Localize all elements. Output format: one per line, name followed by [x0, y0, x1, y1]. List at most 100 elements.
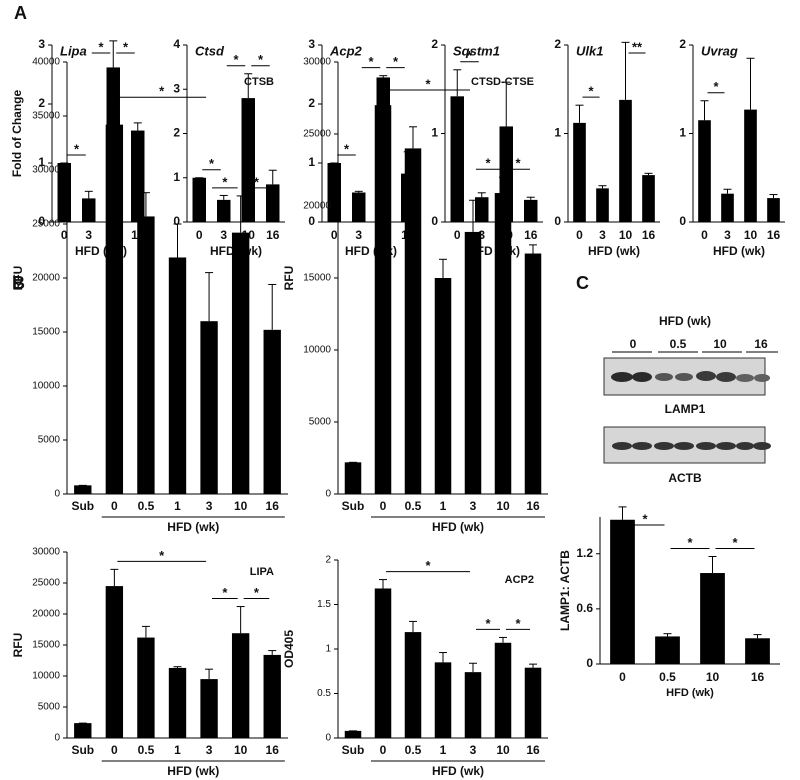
error-bar [469, 199, 477, 232]
error-bar [268, 169, 277, 185]
bar [698, 120, 711, 222]
x-tick-label: 0 [331, 228, 338, 242]
significance-label: * [588, 84, 594, 99]
significance-label: * [687, 535, 693, 550]
y-axis-label: RFU [11, 633, 25, 658]
significance-label: * [368, 54, 374, 69]
blot-group: 0.5 [670, 337, 687, 351]
bar [450, 96, 464, 222]
bar [168, 257, 187, 494]
error-bar [621, 41, 630, 100]
error-bar [268, 283, 277, 330]
y-tick-label: 1 [308, 155, 315, 169]
significance-label: * [222, 585, 228, 600]
bar [241, 98, 255, 222]
y-tick-label: 1.5 [317, 599, 331, 610]
y-tick-label: 2 [554, 37, 561, 51]
y-tick-label: 0 [554, 214, 561, 228]
error-bar [769, 194, 778, 199]
y-tick-label: 10000 [32, 381, 60, 392]
x-tick-label: 16 [526, 743, 540, 757]
y-tick-label: 30000 [32, 547, 60, 558]
bar [344, 730, 362, 738]
bar [131, 130, 145, 222]
error-bar [618, 506, 627, 520]
bar [404, 148, 422, 494]
x-tick-label: 10 [496, 743, 510, 757]
y-tick-label: 2 [431, 37, 438, 51]
bar [137, 637, 155, 738]
y-tick-label: 3 [173, 81, 180, 95]
bar [263, 329, 281, 494]
error-bar [244, 73, 253, 99]
x-tick-label: Sub [342, 499, 365, 513]
y-axis-label: RFU [282, 266, 296, 291]
bar [745, 638, 770, 664]
bar [464, 231, 482, 495]
bar [610, 519, 635, 664]
error-bar [141, 192, 150, 217]
bar [74, 723, 92, 738]
bar [263, 654, 281, 738]
error-bar [529, 663, 537, 668]
bar [744, 109, 757, 222]
x-tick-label: 0.5 [659, 670, 676, 684]
significance-label: * [467, 48, 473, 63]
x-tick-label: 0 [380, 743, 387, 757]
y-tick-label: 0 [54, 733, 60, 744]
chart-title: Lipa [60, 43, 87, 58]
x-tick-label: Sub [71, 499, 94, 513]
bar [327, 163, 341, 222]
y-tick-label: 0 [325, 733, 331, 744]
error-bar [700, 100, 709, 121]
bar [700, 573, 725, 664]
blot-title: HFD (wk) [659, 314, 711, 328]
y-tick-label: 1 [38, 155, 45, 169]
error-bar [746, 57, 755, 110]
bar [494, 642, 512, 738]
error-bar [173, 223, 182, 258]
significance-label: * [159, 84, 165, 99]
error-bar [708, 556, 717, 574]
y-tick-label: 5000 [38, 702, 61, 713]
y-tick-label: 25000 [303, 129, 331, 140]
bar [524, 199, 538, 222]
blot-group: 0 [630, 337, 637, 351]
x-tick-label: 0.5 [138, 743, 155, 757]
chart-title: Ulk1 [576, 43, 603, 58]
significance-label: * [713, 79, 719, 94]
significance-label: * [233, 52, 239, 67]
error-bar [409, 620, 417, 633]
error-bar [110, 568, 119, 587]
error-bar [469, 662, 477, 673]
bar [596, 188, 609, 222]
y-tick-label: 2 [38, 96, 45, 110]
y-tick-label: 2 [679, 37, 686, 51]
error-bar [379, 97, 387, 106]
bar [137, 216, 155, 494]
significance-label: * [515, 156, 521, 171]
blot-group: 10 [713, 337, 727, 351]
bar [266, 184, 280, 222]
error-bar [663, 633, 672, 637]
y-tick-label: 40000 [32, 57, 60, 68]
x-tick-label: 0 [454, 228, 461, 242]
y-tick-label: 10000 [303, 345, 331, 356]
error-bar [526, 196, 535, 200]
x-tick-label: 0.5 [405, 743, 422, 757]
error-bar [598, 185, 607, 189]
x-tick-label: 16 [266, 499, 280, 513]
bar [404, 632, 422, 738]
x-tick-label: 16 [751, 670, 765, 684]
x-tick-label: 10 [744, 228, 758, 242]
chart-title: Ctsd [195, 43, 225, 58]
x-axis-label: HFD (wk) [167, 520, 219, 534]
y-tick-label: 15000 [303, 273, 331, 284]
significance-label: ** [632, 39, 643, 54]
bar [619, 99, 632, 222]
x-tick-label: Sub [342, 743, 365, 757]
error-bar [502, 81, 511, 127]
y-tick-label: 5000 [309, 417, 332, 428]
bar [192, 177, 206, 222]
error-bar [379, 579, 387, 589]
